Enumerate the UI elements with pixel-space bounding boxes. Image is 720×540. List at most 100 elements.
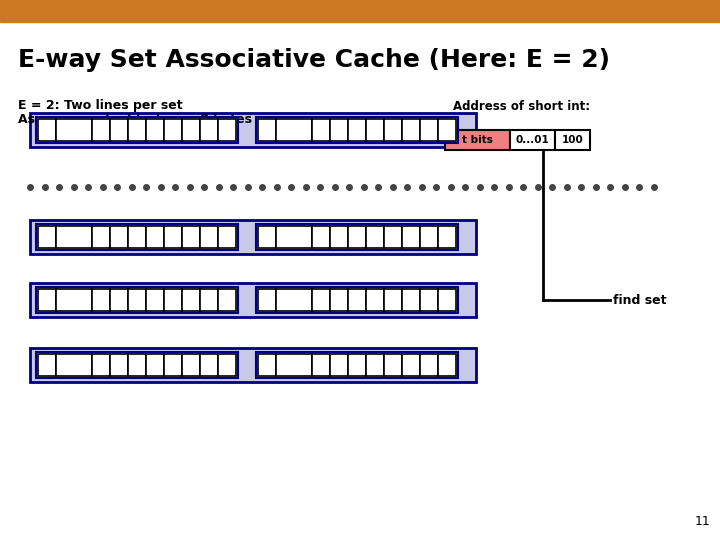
Text: 4: 4: [390, 125, 396, 135]
Bar: [384, 289, 402, 311]
Text: t bits: t bits: [462, 135, 493, 145]
Text: 3: 3: [372, 125, 378, 135]
Text: 5: 5: [408, 295, 414, 305]
Text: 6: 6: [206, 295, 212, 305]
Text: tag: tag: [65, 295, 84, 305]
Text: 5: 5: [408, 125, 414, 135]
Text: 6: 6: [426, 125, 432, 135]
Bar: [36, 287, 238, 313]
Bar: [330, 354, 348, 376]
Text: 6: 6: [426, 360, 432, 370]
Text: tag: tag: [65, 125, 84, 135]
Bar: [200, 226, 218, 248]
Text: v: v: [264, 295, 270, 305]
Bar: [384, 354, 402, 376]
Bar: [366, 354, 384, 376]
Text: 7: 7: [224, 360, 230, 370]
Text: 4: 4: [170, 295, 176, 305]
Text: E-way Set Associative Cache (Here: E = 2): E-way Set Associative Cache (Here: E = 2…: [18, 48, 610, 72]
Text: tag: tag: [284, 360, 303, 370]
Bar: [438, 354, 456, 376]
Text: v: v: [264, 360, 270, 370]
Bar: [348, 289, 366, 311]
Bar: [0, 0, 720, 22]
Text: 4: 4: [170, 125, 176, 135]
Bar: [30, 348, 476, 382]
Text: 2: 2: [354, 125, 360, 135]
Bar: [146, 354, 164, 376]
Bar: [218, 226, 236, 248]
Text: 3: 3: [152, 360, 158, 370]
Text: 3: 3: [152, 232, 158, 242]
Text: find set: find set: [613, 294, 667, 307]
Bar: [330, 289, 348, 311]
Text: v: v: [44, 295, 50, 305]
Text: 5: 5: [408, 232, 414, 242]
Bar: [182, 289, 200, 311]
Text: 0: 0: [318, 295, 324, 305]
Text: 6: 6: [206, 232, 212, 242]
Text: 100: 100: [562, 135, 583, 145]
Bar: [348, 226, 366, 248]
Bar: [258, 119, 276, 141]
Bar: [438, 289, 456, 311]
Bar: [110, 289, 128, 311]
Bar: [56, 226, 92, 248]
Bar: [218, 289, 236, 311]
Text: tag: tag: [284, 295, 303, 305]
Text: v: v: [264, 232, 270, 242]
Text: 2: 2: [354, 360, 360, 370]
Bar: [200, 119, 218, 141]
Text: 6: 6: [426, 295, 432, 305]
Bar: [438, 226, 456, 248]
Text: tag: tag: [284, 232, 303, 242]
Text: 0: 0: [98, 125, 104, 135]
Text: 0: 0: [98, 360, 104, 370]
Text: E = 2: Two lines per set: E = 2: Two lines per set: [18, 98, 183, 111]
Text: Assume: cache block size 8 bytes: Assume: cache block size 8 bytes: [18, 113, 252, 126]
Bar: [164, 226, 182, 248]
Text: 0...01: 0...01: [516, 135, 549, 145]
Bar: [38, 289, 56, 311]
Bar: [36, 224, 238, 250]
Bar: [92, 354, 110, 376]
Bar: [312, 354, 330, 376]
Text: 4: 4: [170, 232, 176, 242]
Bar: [420, 226, 438, 248]
Bar: [36, 117, 238, 143]
Bar: [36, 352, 238, 378]
Text: 3: 3: [372, 232, 378, 242]
Text: 5: 5: [188, 125, 194, 135]
Bar: [38, 119, 56, 141]
Text: 2: 2: [134, 232, 140, 242]
Bar: [56, 119, 92, 141]
Bar: [402, 289, 420, 311]
Bar: [146, 119, 164, 141]
Bar: [276, 289, 312, 311]
Text: v: v: [264, 125, 270, 135]
Text: 5: 5: [188, 232, 194, 242]
Text: 7: 7: [444, 125, 450, 135]
Bar: [110, 226, 128, 248]
Bar: [420, 119, 438, 141]
Text: 4: 4: [390, 360, 396, 370]
Bar: [182, 119, 200, 141]
Text: 7: 7: [224, 232, 230, 242]
Bar: [420, 289, 438, 311]
Bar: [348, 119, 366, 141]
Bar: [110, 119, 128, 141]
Bar: [128, 226, 146, 248]
Text: 2: 2: [354, 295, 360, 305]
Bar: [200, 289, 218, 311]
Bar: [438, 119, 456, 141]
Bar: [445, 130, 510, 150]
Text: 6: 6: [206, 360, 212, 370]
Text: 1: 1: [336, 360, 342, 370]
Text: 7: 7: [224, 125, 230, 135]
Bar: [200, 354, 218, 376]
Text: tag: tag: [284, 125, 303, 135]
Bar: [330, 119, 348, 141]
Text: Address of short int:: Address of short int:: [454, 100, 590, 113]
Text: v: v: [44, 232, 50, 242]
Text: 1: 1: [336, 295, 342, 305]
